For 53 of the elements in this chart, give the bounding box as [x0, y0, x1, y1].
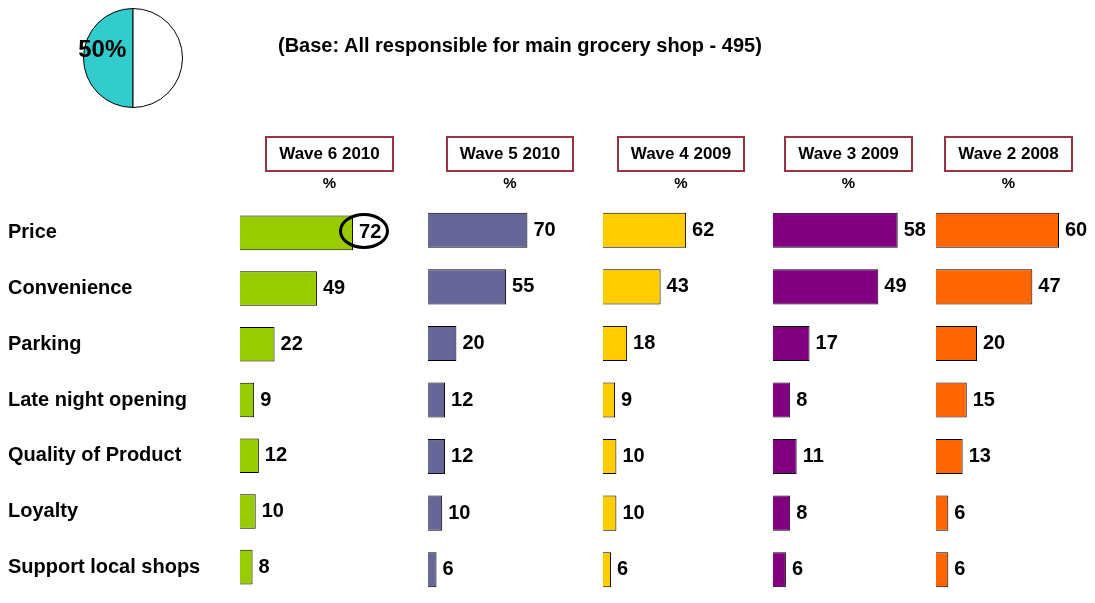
data-label: 8: [796, 387, 808, 410]
data-label: 11: [802, 444, 824, 467]
data-label: 55: [512, 274, 535, 297]
data-label: 20: [462, 330, 485, 353]
data-label: 6: [442, 557, 454, 580]
data-label: 6: [791, 557, 804, 580]
data-label: 9: [260, 387, 272, 410]
data-label: 6: [617, 557, 629, 580]
data-label: 49: [884, 274, 907, 297]
chart-subtitle: %: [502, 174, 518, 191]
y-tick-label: Convenience: [8, 276, 133, 299]
chart-subtitle: %: [673, 174, 689, 191]
data-label: 12: [451, 444, 474, 467]
y-tick-label: Support local shops: [8, 554, 201, 577]
chart-title: Wave 4 2009: [616, 136, 746, 172]
data-label: 22: [280, 331, 303, 354]
data-label: 18: [633, 330, 656, 353]
data-label: 8: [258, 554, 270, 577]
data-label: 17: [815, 330, 838, 353]
data-label: 60: [1065, 217, 1088, 240]
data-label: 8: [796, 500, 808, 523]
data-label: 47: [1038, 274, 1061, 297]
data-label: 10: [622, 500, 645, 523]
chart-subtitle: %: [321, 174, 338, 191]
y-tick-label: Loyalty: [8, 498, 79, 521]
chart-subtitle: %: [840, 174, 857, 191]
data-label: 10: [622, 444, 645, 467]
data-label: 10: [448, 500, 471, 523]
data-label: 72: [359, 220, 382, 243]
data-label: 49: [322, 276, 346, 299]
data-label: 15: [972, 387, 995, 410]
y-tick-label: Price: [8, 220, 57, 243]
chart-title: Wave 6 2010: [265, 136, 394, 172]
y-tick-label: Parking: [8, 331, 82, 354]
y-tick-label: Late night opening: [8, 387, 187, 410]
data-label: 20: [983, 330, 1006, 353]
data-label: 12: [451, 387, 474, 410]
data-label: 58: [903, 217, 926, 240]
data-label: 10: [261, 498, 284, 521]
chart-subtitle: %: [1000, 174, 1017, 191]
data-label: 70: [533, 217, 556, 240]
text: (Base: All responsible for main grocery shop - 495): [278, 34, 762, 57]
data-label: 43: [666, 274, 689, 297]
data-label: 9: [621, 387, 633, 410]
chart-title: Wave 2 2008: [944, 136, 1073, 172]
chart-title: Wave 5 2010: [445, 136, 575, 172]
chart-title: Wave 3 2009: [784, 136, 913, 172]
y-tick-label: Quality of Product: [8, 443, 182, 466]
data-label: 12: [264, 443, 288, 466]
data-label: 62: [692, 217, 715, 240]
data-label: 13: [968, 444, 991, 467]
data-label: 6: [954, 557, 966, 580]
data-label: 6: [954, 500, 966, 523]
